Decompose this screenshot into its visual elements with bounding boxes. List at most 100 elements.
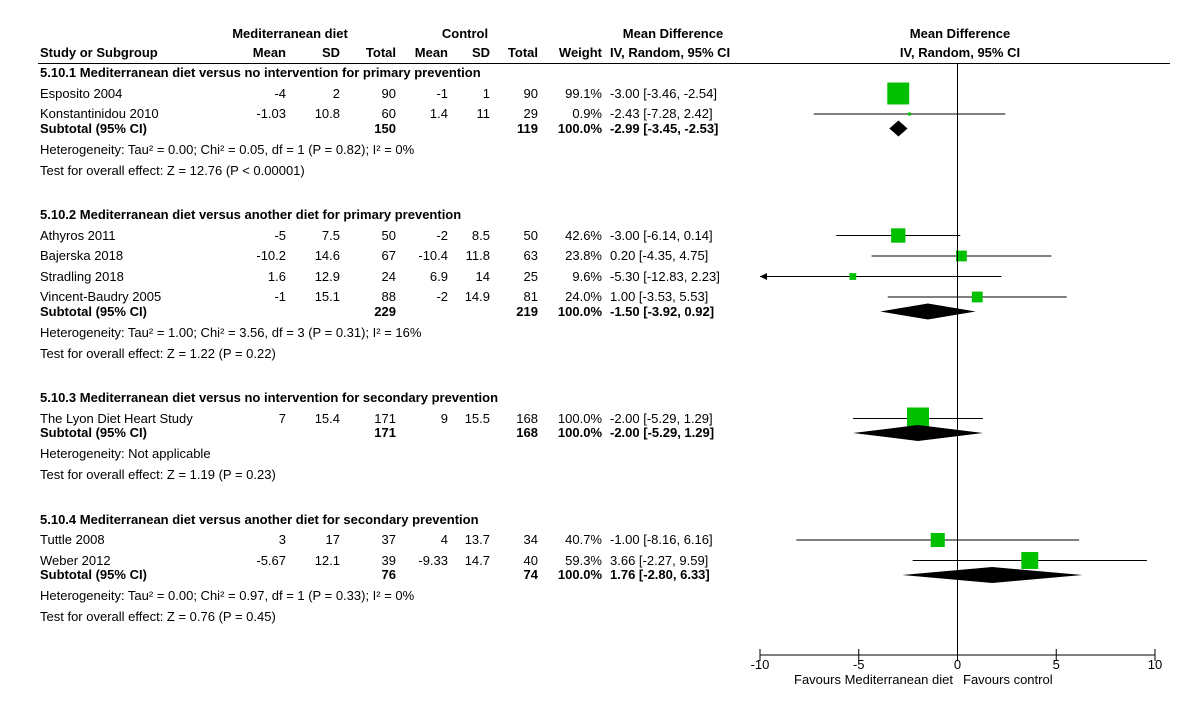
plot-method: IV, Random, 95% CI	[899, 45, 1021, 60]
study-sd1: 2	[332, 85, 340, 101]
pooled-diamond	[902, 567, 1083, 583]
study-total1: 171	[374, 410, 396, 426]
study-sd2: 11	[476, 106, 491, 121]
study-ci: -3.00 [-6.14, 0.14]	[610, 227, 713, 243]
study-total2: 29	[523, 106, 538, 121]
study-sd2: 14	[475, 268, 490, 284]
study-name: Weber 2012	[40, 552, 111, 568]
x-tick-label: 10	[1148, 657, 1162, 672]
subtotal-total1: 229	[374, 303, 396, 319]
subtotal-weight: 100.0%	[557, 567, 602, 582]
subtotal-ci: -2.00 [-5.29, 1.29]	[610, 425, 715, 440]
subtotal-total2: 168	[516, 425, 538, 440]
study-sd1: 15.1	[314, 289, 340, 304]
study-ci: -2.00 [-5.29, 1.29]	[610, 410, 713, 426]
overall-effect-text: Test for overall effect: Z = 0.76 (P = 0…	[40, 609, 276, 624]
x-tick-label: 5	[1053, 657, 1060, 672]
method-column-header: IV, Random, 95% CI	[610, 45, 731, 60]
study-weight: 42.6%	[565, 227, 602, 243]
overall-effect-text: Test for overall effect: Z = 12.76 (P < …	[40, 162, 305, 178]
study-mean2: -9.33	[418, 552, 448, 568]
study-mean1: -1.03	[256, 106, 286, 121]
study-name: Tuttle 2008	[40, 532, 105, 547]
study-mean2: 9	[440, 410, 448, 426]
heterogeneity-text: Heterogeneity: Tau² = 0.00; Chi² = 0.97,…	[40, 588, 415, 603]
subtotal-weight: 100.0%	[557, 120, 602, 136]
study-square	[930, 532, 945, 548]
study-mean1: -5.67	[256, 552, 286, 568]
subtotal-total1: 76	[381, 567, 396, 582]
study-mean2: -2	[436, 227, 448, 243]
favours-left-label: Favours Mediterranean diet	[794, 672, 953, 687]
study-weight: 40.7%	[565, 532, 602, 547]
study-mean2: -1	[436, 85, 448, 101]
study-total1: 39	[381, 552, 396, 568]
study-ci: -3.00 [-3.46, -2.54]	[610, 85, 717, 101]
study-weight: 23.8%	[565, 248, 602, 263]
study-sd2: 1	[482, 85, 490, 101]
study-ci: 0.20 [-4.35, 4.75]	[610, 248, 709, 263]
study-name: The Lyon Diet Heart Study	[40, 410, 193, 426]
study-total2: 63	[523, 248, 538, 263]
study-name: Konstantinidou 2010	[40, 106, 159, 121]
study-mean1: 1.6	[267, 268, 286, 284]
pooled-diamond	[880, 303, 976, 320]
heterogeneity-text: Heterogeneity: Tau² = 1.00; Chi² = 3.56,…	[40, 324, 422, 340]
study-name: Vincent-Baudry 2005	[40, 289, 162, 304]
study-weight: 9.6%	[572, 268, 602, 284]
study-mean2: 6.9	[429, 268, 448, 284]
sd1-column-header: SD	[321, 45, 340, 60]
study-mean1: -5	[274, 227, 286, 243]
study-total1: 60	[381, 106, 396, 121]
overall-effect-text: Test for overall effect: Z = 1.19 (P = 0…	[40, 467, 276, 482]
study-name: Esposito 2004	[40, 85, 123, 101]
study-sd1: 10.8	[314, 106, 340, 121]
study-sd2: 8.5	[471, 227, 490, 243]
subtotal-label: Subtotal (95% CI)	[40, 567, 147, 582]
study-sd1: 12.9	[314, 268, 340, 284]
pooled-diamond	[853, 425, 983, 441]
study-sd2: 15.5	[464, 410, 490, 426]
study-sd1: 15.4	[314, 410, 340, 426]
subgroup-title: 5.10.2 Mediterranean diet versus another…	[40, 207, 462, 222]
x-tick-label: -5	[853, 657, 865, 672]
study-weight: 99.1%	[565, 85, 602, 101]
effect-header: Mean Difference	[622, 26, 724, 41]
subtotal-ci: -2.99 [-3.45, -2.53]	[610, 120, 719, 136]
study-total1: 50	[381, 227, 396, 243]
group1-header: Mediterranean diet	[232, 26, 348, 41]
study-column-header: Study or Subgroup	[40, 45, 158, 60]
study-mean1: 3	[278, 532, 286, 547]
study-square	[907, 407, 929, 430]
study-ci: 1.00 [-3.53, 5.53]	[610, 289, 709, 304]
subtotal-total2: 74	[523, 567, 538, 582]
subtotal-ci: -1.50 [-3.92, 0.92]	[610, 303, 715, 319]
study-mean2: 4	[440, 532, 448, 547]
plot-title: Mean Difference	[909, 26, 1011, 41]
study-name: Athyros 2011	[40, 227, 116, 243]
study-weight: 100.0%	[557, 410, 602, 426]
mean1-column-header: Mean	[252, 45, 286, 60]
subtotal-label: Subtotal (95% CI)	[40, 303, 147, 319]
study-weight: 24.0%	[565, 289, 602, 304]
study-name: Stradling 2018	[40, 268, 124, 284]
ci-arrow	[760, 273, 767, 280]
study-total2: 50	[523, 227, 538, 243]
study-total1: 37	[381, 532, 396, 547]
study-mean2: -10.4	[418, 248, 448, 263]
study-sd1: 17	[325, 532, 340, 547]
study-total2: 81	[523, 289, 538, 304]
study-ci: 3.66 [-2.27, 9.59]	[610, 552, 709, 568]
study-ci: -1.00 [-8.16, 6.16]	[610, 532, 713, 547]
study-sd2: 13.7	[464, 532, 490, 547]
group2-header: Control	[441, 26, 489, 41]
study-weight: 0.9%	[572, 106, 602, 121]
total1-column-header: Total	[365, 45, 396, 60]
study-square	[908, 112, 912, 116]
subtotal-total2: 119	[517, 120, 538, 136]
study-total1: 67	[381, 248, 396, 263]
study-sd1: 12.1	[314, 552, 340, 568]
total2-column-header: Total	[507, 45, 538, 60]
study-total1: 90	[381, 85, 396, 101]
